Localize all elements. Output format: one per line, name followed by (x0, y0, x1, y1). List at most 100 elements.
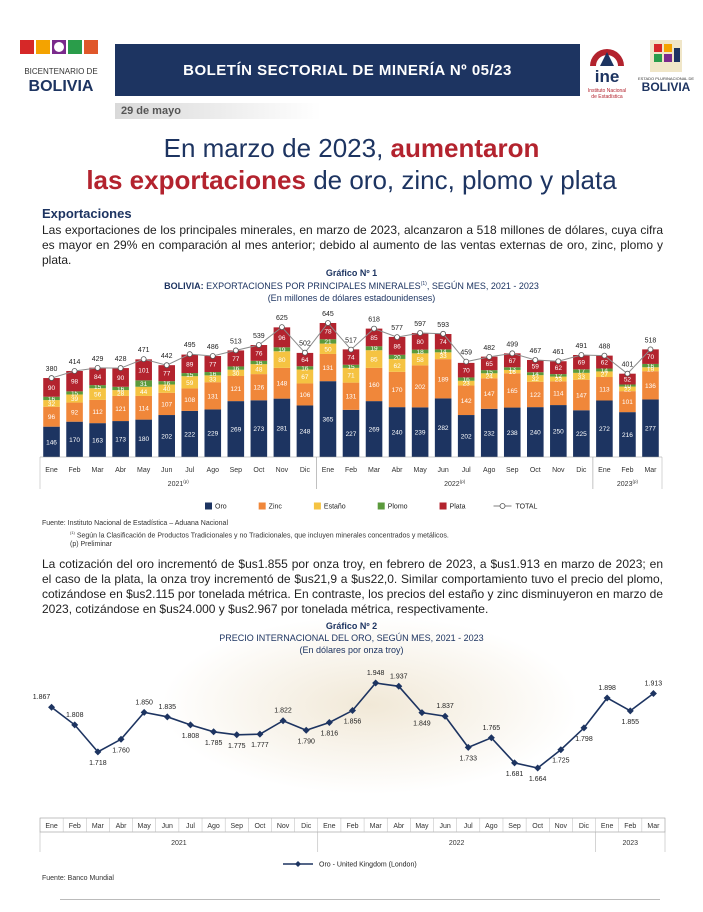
segment-label: 17 (578, 369, 586, 376)
bar-segment (89, 367, 106, 386)
bar-segment (596, 377, 613, 401)
year-label: 2022 (449, 840, 465, 847)
bar-segment (227, 369, 245, 376)
chart-units: (En dólares por onza troy) (299, 645, 404, 655)
segment-label: 90 (48, 385, 56, 392)
value-label: 1.798 (575, 736, 593, 743)
bar-segment (342, 367, 360, 383)
segment-label: 69 (578, 360, 586, 367)
x-tick-label: Ago (485, 823, 498, 830)
x-tick-label: Ago (207, 823, 220, 830)
x-tick-label: Ene (322, 467, 335, 474)
total-label: 491 (576, 343, 588, 350)
price-marker (117, 735, 125, 743)
bar-segment (66, 421, 83, 457)
segment-label: 114 (553, 391, 564, 398)
bar-segment (342, 349, 360, 365)
bar-segment (273, 351, 291, 368)
year-label: 2021 (171, 840, 187, 847)
segment-label: 33 (209, 376, 217, 383)
bar-segment (642, 363, 659, 368)
segment-label: 180 (138, 436, 149, 443)
bar-segment (573, 369, 590, 373)
legend-label: TOTAL (516, 504, 538, 511)
price-marker (511, 759, 519, 767)
x-tick-label: Sep (508, 823, 521, 830)
bar-segment (89, 423, 106, 457)
x-tick-label: Dic (300, 467, 311, 474)
bar-segment (457, 377, 475, 381)
total-label: 502 (299, 341, 311, 348)
chart-title: Gráfico Nº 1 (325, 268, 378, 278)
ine-logo-text: Instituto Nacional (588, 88, 626, 94)
bar-segment (573, 354, 590, 370)
segment-label: 269 (230, 427, 241, 434)
total-label: 499 (506, 341, 518, 348)
segment-label: 269 (369, 427, 380, 434)
total-marker (302, 349, 308, 356)
bar-segment (135, 419, 152, 457)
bar-segment (457, 362, 475, 378)
segment-label: 33 (440, 353, 448, 360)
value-label: 1.816 (321, 731, 339, 738)
bar-segment (480, 373, 498, 379)
year-label: 2023(p) (617, 479, 639, 488)
segment-label: 10 (624, 383, 632, 390)
bar-segment (480, 356, 498, 371)
total-label: 597 (414, 321, 426, 328)
subtitle-part: BOLIVIA: (164, 281, 204, 291)
segment-label: 50 (324, 346, 332, 353)
x-tick-label: Sep (506, 467, 519, 474)
total-marker (140, 356, 147, 363)
bar-segment (250, 400, 268, 457)
bar-segment (365, 367, 383, 402)
bar-segment (573, 379, 590, 411)
segment-label: 122 (530, 392, 541, 399)
segment-label: 163 (92, 438, 103, 445)
legend-label: Oro - United Kingdom (London) (319, 862, 417, 869)
segment-label: 146 (46, 439, 57, 446)
bar-segment (158, 381, 175, 385)
segment-label: 16 (163, 380, 171, 387)
segment-label: 52 (624, 377, 632, 384)
bar-segment (550, 376, 567, 382)
value-label: 1.837 (436, 703, 454, 710)
segment-label: 114 (138, 405, 149, 412)
bar-segment (296, 369, 314, 384)
segment-label: 108 (184, 397, 195, 404)
axis-box (39, 817, 666, 833)
value-label: 1.913 (645, 680, 663, 687)
bar-segment (273, 347, 291, 352)
segment-label: 121 (115, 406, 126, 413)
segment-label: 80 (416, 339, 424, 346)
segment-label: 27 (601, 372, 609, 379)
x-tick-label: Oct (532, 823, 543, 830)
bar-segment (112, 368, 129, 387)
segment-label: 70 (647, 354, 655, 361)
segment-label: 19 (647, 367, 655, 374)
bar-segment (619, 373, 636, 385)
legend-label: Estaño (324, 504, 346, 511)
bar-segment (388, 336, 406, 355)
price-marker (186, 721, 194, 729)
segment-label: 16 (301, 365, 309, 372)
bar-segment (89, 399, 106, 424)
price-marker (557, 746, 565, 754)
value-label: 1.937 (390, 673, 408, 680)
headline-text: En marzo de 2023, (163, 133, 391, 163)
value-label: 1.808 (66, 712, 84, 719)
bar-segment (457, 415, 475, 457)
bar-segment (388, 358, 406, 372)
total-marker (348, 346, 354, 353)
x-tick-label: Dic (579, 823, 590, 830)
bar-segment (158, 392, 175, 416)
segment-label: 16 (509, 369, 517, 376)
bar-segment (527, 372, 544, 376)
bar-segment (250, 345, 268, 361)
value-label: 1.849 (413, 721, 431, 728)
segment-label: 92 (71, 410, 79, 417)
price-marker (464, 743, 472, 751)
x-tick-label: Ene (601, 823, 614, 830)
value-label: 1.808 (182, 733, 200, 740)
x-tick-label: Mar (644, 467, 657, 474)
